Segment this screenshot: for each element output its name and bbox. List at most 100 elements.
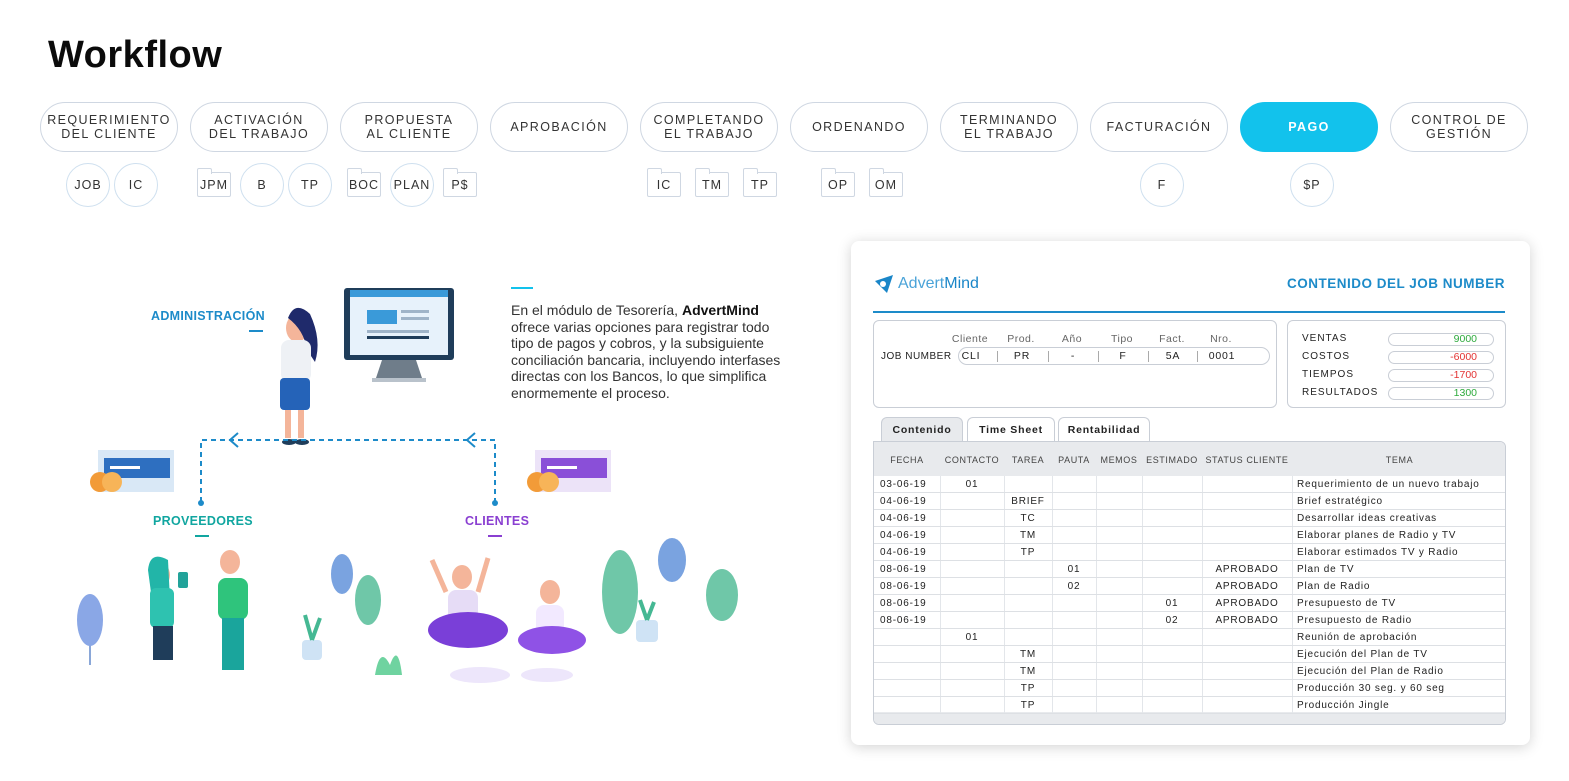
desc-body: ofrece varias opciones para registrar to… — [511, 318, 781, 401]
row-divider — [874, 645, 1505, 646]
table-cell: TC — [1020, 513, 1036, 524]
table-cell: 03-06-19 — [880, 479, 927, 490]
table-cell: Elaborar estimados TV y Radio — [1297, 547, 1459, 558]
workflow-step[interactable]: APROBACIÓN — [490, 102, 628, 152]
workflow-step[interactable]: PROPUESTA AL CLIENTE — [340, 102, 478, 152]
table-cell: 01 — [965, 479, 979, 490]
table-cell: Ejecución del Plan de TV — [1297, 649, 1428, 660]
doc-tp[interactable]: TP — [288, 163, 332, 207]
workflow-step[interactable]: PAGO — [1240, 102, 1378, 152]
divider — [488, 535, 502, 537]
column-header: TAREA — [1011, 455, 1045, 465]
workflow-step[interactable]: ORDENANDO — [790, 102, 928, 152]
column-divider — [1292, 476, 1293, 714]
table-cell: Brief estratégico — [1297, 496, 1383, 507]
divider — [249, 330, 263, 332]
table-cell: 01 — [1165, 598, 1179, 609]
column-header: FECHA — [890, 455, 924, 465]
doc-sp[interactable]: $P — [1290, 163, 1334, 207]
doc-tp2[interactable]: TP — [743, 168, 777, 197]
doc-boc[interactable]: BOC — [347, 168, 381, 197]
doc-job[interactable]: JOB — [66, 163, 110, 207]
doc-b[interactable]: B — [240, 163, 284, 207]
job-number-box: Cliente Prod. Año Tipo Fact. Nro. JOB NUMBER … — [873, 320, 1277, 408]
advertmind-logo: Advert Mind — [873, 273, 979, 295]
doc-op[interactable]: OP — [821, 168, 855, 197]
table-cell: TM — [1019, 649, 1037, 660]
job-header: Prod. — [1007, 333, 1035, 345]
table-cell: 08-06-19 — [880, 581, 927, 592]
doc-tm[interactable]: TM — [695, 168, 729, 197]
tab-contenido[interactable]: Contenido — [881, 417, 963, 441]
job-value: - — [1070, 350, 1076, 362]
desc-intro: En el módulo de Tesorería, — [511, 302, 682, 318]
doc-ic2[interactable]: IC — [647, 168, 681, 197]
workflow-step[interactable]: CONTROL DE GESTIÓN — [1390, 102, 1528, 152]
advertmind-logo-icon — [875, 275, 893, 293]
column-divider — [1142, 476, 1143, 714]
doc-f[interactable]: F — [1140, 163, 1184, 207]
title-divider — [873, 311, 1505, 313]
doc-ic[interactable]: IC — [114, 163, 158, 207]
divider — [511, 287, 533, 289]
treasury-description: En el módulo de Tesorería, AdvertMind of… — [511, 302, 791, 401]
doc-om[interactable]: OM — [869, 168, 903, 197]
row-divider — [874, 679, 1505, 680]
table-footer — [874, 712, 1505, 724]
table-cell: APROBADO — [1215, 564, 1279, 575]
column-divider — [1202, 476, 1203, 714]
job-value-separator — [1048, 351, 1049, 362]
row-divider — [874, 628, 1505, 629]
column-header: PAUTA — [1058, 455, 1090, 465]
table-cell: APROBADO — [1215, 598, 1279, 609]
tab-rentabilidad[interactable]: Rentabilidad — [1058, 417, 1150, 441]
doc-ps[interactable]: P$ — [443, 168, 477, 197]
workflow-step[interactable]: FACTURACIÓN — [1090, 102, 1228, 152]
table-header — [874, 442, 1505, 476]
column-divider — [1096, 476, 1097, 714]
page-title: Workflow — [48, 34, 223, 76]
treasury-illustration — [77, 288, 738, 683]
table-cell: Presupuesto de TV — [1297, 598, 1397, 609]
tab-time-sheet[interactable]: Time Sheet — [967, 417, 1055, 441]
metric-label: VENTAS — [1302, 333, 1348, 344]
table-cell: APROBADO — [1215, 581, 1279, 592]
job-value: F — [1119, 350, 1127, 362]
table-cell: Plan de Radio — [1297, 581, 1371, 592]
table-cell: TM — [1019, 530, 1037, 541]
table-cell: 04-06-19 — [880, 513, 927, 524]
job-header: Año — [1061, 333, 1083, 345]
job-header: Tipo — [1110, 333, 1134, 345]
table-cell: Ejecución del Plan de Radio — [1297, 666, 1444, 677]
label-administracion: ADMINISTRACIÓN — [151, 309, 265, 323]
workflow-step[interactable]: REQUERIMIENTO DEL CLIENTE — [40, 102, 178, 152]
content-table: FECHA CONTACTO TAREA PAUTA MEMOS ESTIMADO STAT… — [873, 441, 1506, 725]
table-cell: 08-06-19 — [880, 564, 927, 575]
job-value: CLI — [961, 350, 981, 362]
divider — [195, 535, 209, 537]
table-cell: BRIEF — [1011, 496, 1045, 507]
job-number-field[interactable]: CLI PR - F 5A 0001 — [958, 347, 1270, 365]
metric-label: RESULTADOS — [1302, 387, 1379, 398]
table-cell: Requerimiento de un nuevo trabajo — [1297, 479, 1480, 490]
doc-jpm[interactable]: JPM — [197, 168, 231, 197]
column-header: CONTACTO — [944, 455, 1000, 465]
table-cell: 02 — [1165, 615, 1179, 626]
workflow-step[interactable]: TERMINANDO EL TRABAJO — [940, 102, 1078, 152]
table-cell: 01 — [1067, 564, 1081, 575]
workflow-step[interactable]: ACTIVACIÓN DEL TRABAJO — [190, 102, 328, 152]
job-value: 5A — [1165, 350, 1181, 362]
doc-plan[interactable]: PLAN — [390, 163, 434, 207]
job-value-separator — [1098, 351, 1099, 362]
row-divider — [874, 492, 1505, 493]
table-cell: Plan de TV — [1297, 564, 1355, 575]
row-divider — [874, 509, 1505, 510]
row-divider — [874, 560, 1505, 561]
row-divider — [874, 611, 1505, 612]
table-cell: APROBADO — [1215, 615, 1279, 626]
table-cell: TP — [1020, 683, 1036, 694]
table-cell: TP — [1020, 547, 1036, 558]
workflow-step[interactable]: COMPLETANDO EL TRABAJO — [640, 102, 778, 152]
job-value: 0001 — [1208, 350, 1236, 362]
metric-label: COSTOS — [1302, 351, 1351, 362]
